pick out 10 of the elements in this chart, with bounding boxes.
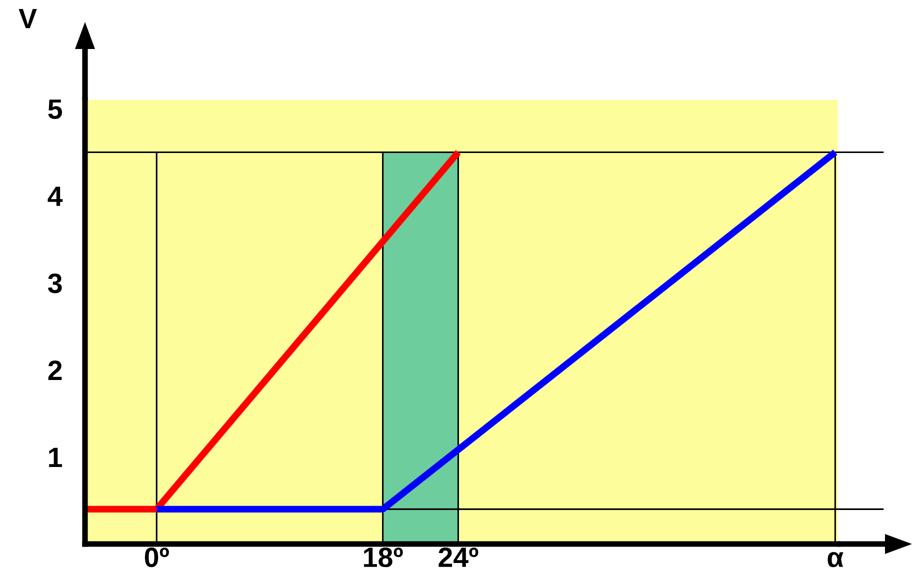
x-tick-label: α [828, 552, 844, 568]
x-tick-label: 24º [438, 548, 478, 567]
y-tick-label: 2 [48, 360, 62, 380]
x-tick-label: 18º [364, 548, 403, 568]
y-axis-title: V [18, 9, 37, 28]
y-tick-label: 1 [49, 448, 62, 468]
y-tick-label: 5 [48, 100, 62, 120]
y-tick-label: 4 [48, 186, 63, 206]
x-tick-label: 0º [144, 548, 169, 568]
y-tick-label: 3 [48, 273, 62, 294]
